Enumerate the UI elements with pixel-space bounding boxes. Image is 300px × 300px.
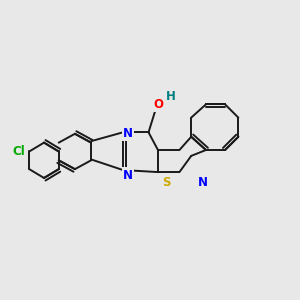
Text: S: S bbox=[162, 176, 170, 189]
Text: O: O bbox=[153, 98, 163, 111]
Text: H: H bbox=[166, 91, 176, 103]
Text: N: N bbox=[123, 127, 133, 140]
Text: N: N bbox=[198, 176, 208, 189]
Text: Cl: Cl bbox=[13, 145, 25, 158]
Text: N: N bbox=[123, 169, 133, 182]
